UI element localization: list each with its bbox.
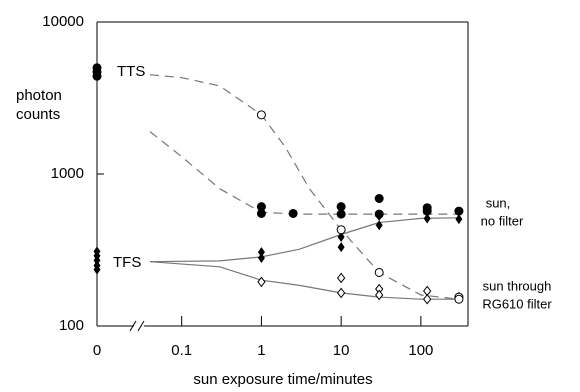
curve xyxy=(149,131,459,215)
point xyxy=(423,293,432,305)
y-tick-label: 100 xyxy=(59,317,84,334)
point xyxy=(337,232,345,243)
annotation: TTS xyxy=(117,63,145,80)
point xyxy=(92,71,102,81)
point xyxy=(337,242,345,253)
point xyxy=(375,220,383,231)
point xyxy=(93,255,101,266)
point xyxy=(375,289,384,301)
axis-break xyxy=(129,320,137,332)
x-tick-label: 1 xyxy=(257,342,265,359)
point xyxy=(336,202,346,212)
curve xyxy=(149,261,459,300)
x-axis-label: sun exposure time/minutes xyxy=(193,371,372,388)
curve xyxy=(149,217,459,263)
x-tick-label: 10 xyxy=(333,342,350,359)
y-tick-label: 1000 xyxy=(51,165,84,182)
point xyxy=(454,206,464,216)
point xyxy=(257,253,265,264)
annotation: RG610 filter xyxy=(482,296,552,311)
y-axis-label: counts xyxy=(16,106,60,123)
point xyxy=(337,287,346,299)
point xyxy=(375,210,383,221)
point xyxy=(257,276,266,288)
point xyxy=(422,206,432,216)
x-tick-label: 100 xyxy=(408,342,433,359)
point xyxy=(288,208,298,218)
point xyxy=(257,247,265,258)
axis-break xyxy=(137,320,145,332)
x-tick-label: 0.1 xyxy=(171,342,192,359)
y-axis-label: photon xyxy=(16,87,62,104)
point xyxy=(374,267,384,277)
annotation: sun through xyxy=(483,278,552,293)
curve xyxy=(149,74,459,300)
point xyxy=(374,193,384,203)
point xyxy=(93,264,101,275)
point xyxy=(455,214,463,225)
annotation: no filter xyxy=(481,213,524,228)
point xyxy=(256,110,266,120)
point xyxy=(423,213,431,224)
x-tick-label: 0 xyxy=(93,342,101,359)
point xyxy=(454,294,464,304)
y-tick-label: 10000 xyxy=(42,13,84,30)
point xyxy=(336,225,346,235)
point xyxy=(256,202,266,212)
point xyxy=(337,272,346,284)
annotation: sun, xyxy=(486,195,511,210)
point xyxy=(336,209,346,219)
point xyxy=(256,208,266,218)
annotation: TFS xyxy=(113,254,141,271)
